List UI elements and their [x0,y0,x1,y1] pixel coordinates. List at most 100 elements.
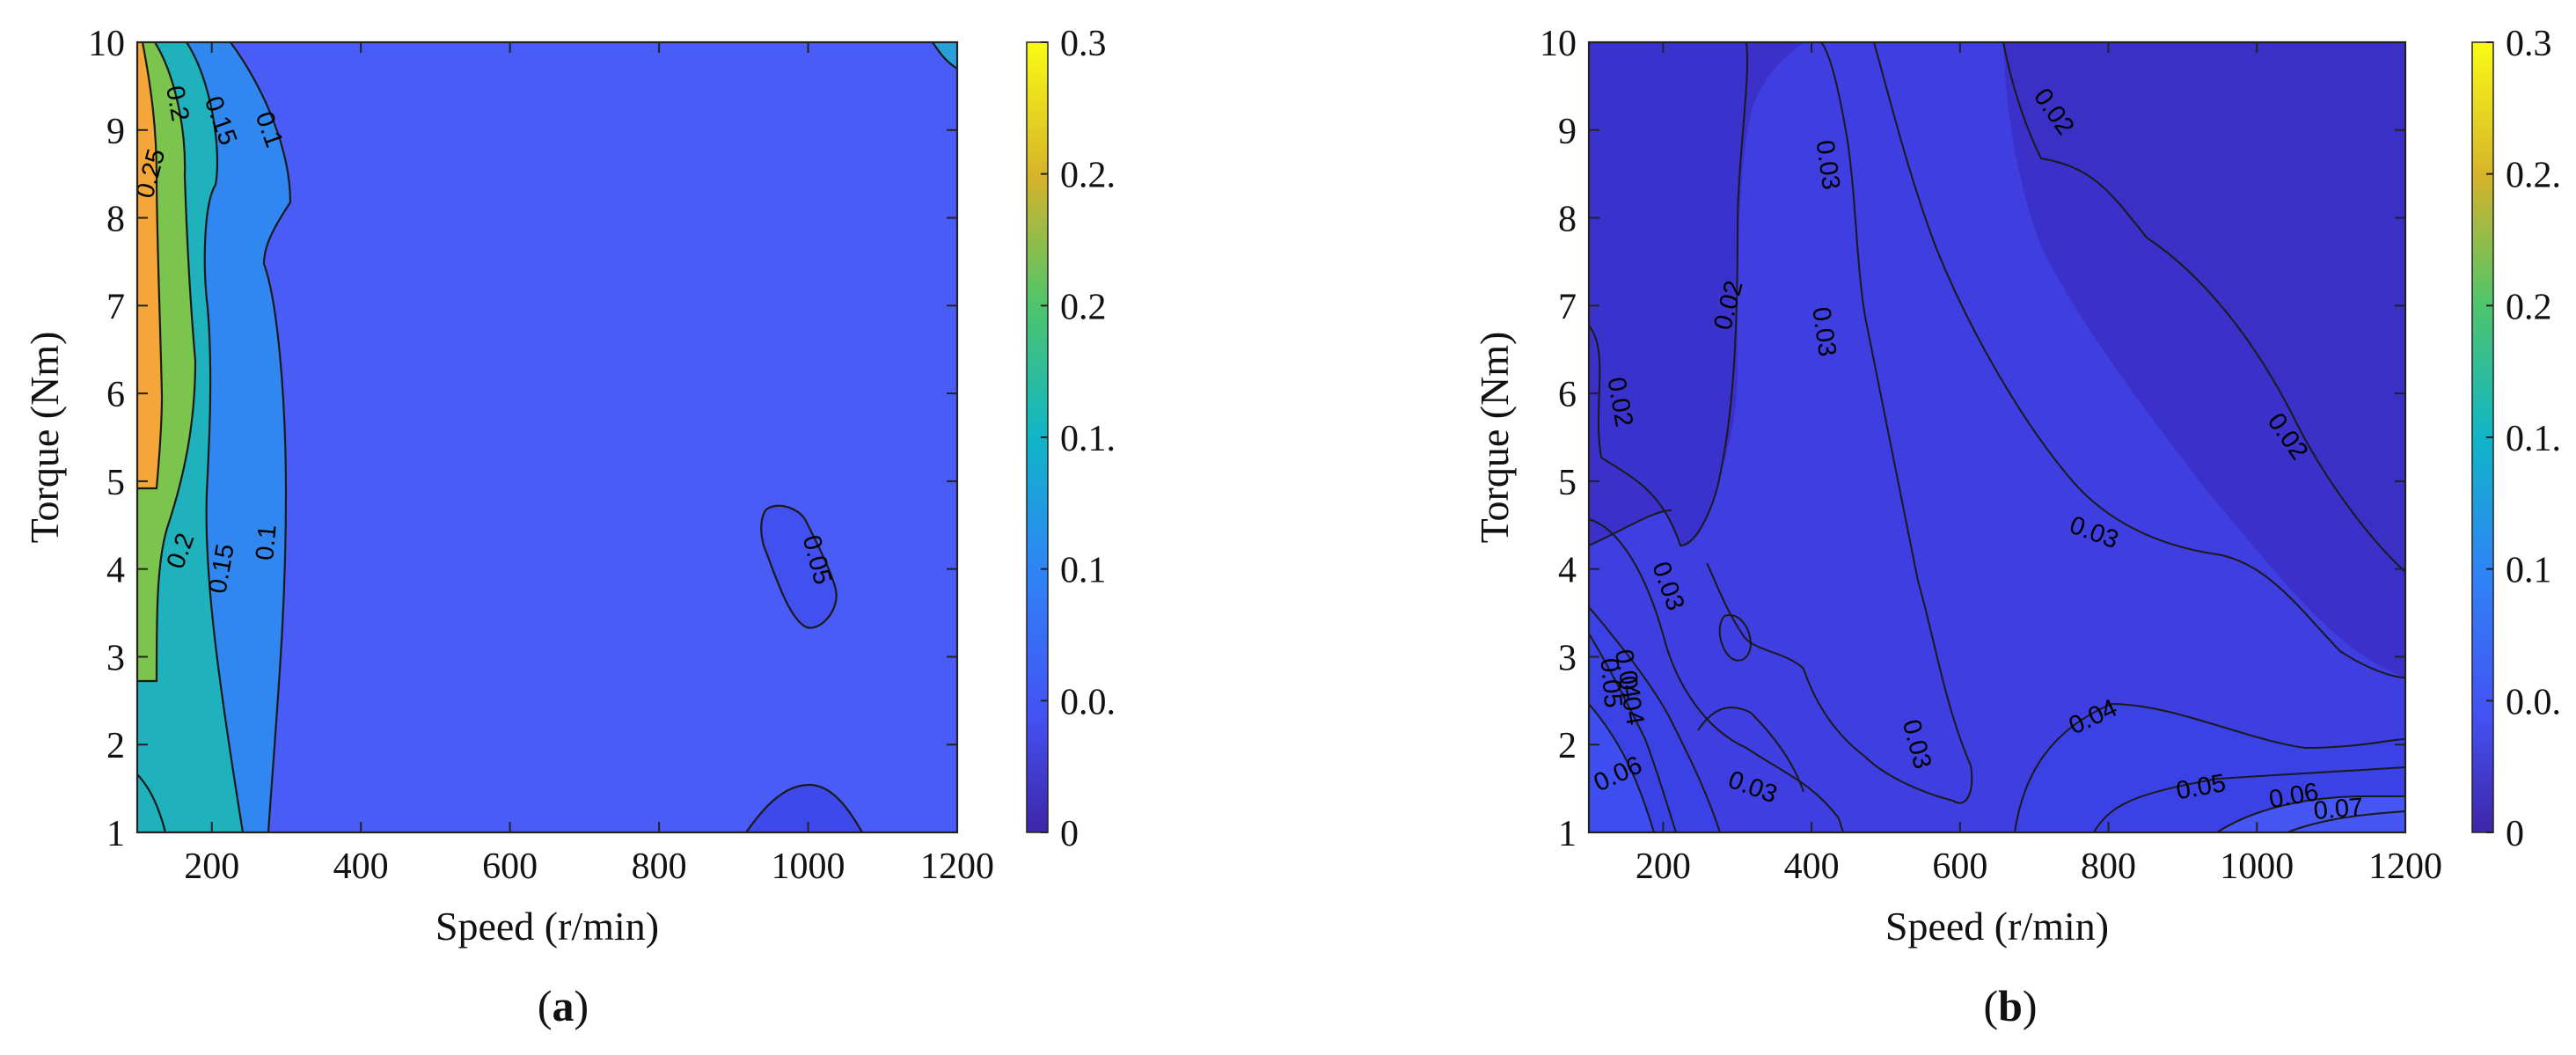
contour-b-0.06-right [2216,795,2405,832]
region-b-0.03-band [1589,42,2405,832]
y-tick-label: 1 [1558,814,1577,854]
panel-b-x-ticks: 200 400 600 800 1000 1200 [1636,42,2442,887]
y-tick-label: 9 [106,112,125,152]
region-b-0.06-right [2217,796,2405,832]
contour-a-0.2-bottom [137,773,167,832]
panel-a-frame [135,40,959,834]
panel-b-colorbar: 0 0.0. 0.1 0.1. 0.2 0.2. 0.3 [2471,24,2561,854]
contour-a-corner [932,42,957,70]
colorbar-tick-label: 0.2. [2506,156,2561,196]
contour-b-0.03-diag [1873,42,2405,678]
panel-a-colorbar-ticks: 0 0.0. 0.1 0.1. 0.2 0.2. 0.3 [1041,24,1116,854]
x-tick-label: 800 [2081,846,2136,887]
y-tick-label: 4 [106,551,125,591]
contour-a-0.2 [137,42,197,683]
colorbar-tick-label: 0.1. [2506,419,2561,459]
colorbar-tick-label: 0.1 [1060,551,1107,591]
colorbar-tick-label: 0.1 [2506,551,2552,591]
panel-a-fill [137,42,957,832]
panel-b-caption: (b) [1983,981,2037,1030]
x-tick-label: 600 [482,846,538,887]
y-tick-label: 3 [1558,638,1577,678]
y-tick-label: 5 [106,463,125,503]
panel-b: 0.020.030.02 0.030.020.020.030.030.040.05… [1472,24,2561,1030]
y-tick-label: 10 [88,24,125,64]
x-tick-label: 1000 [772,846,845,887]
colorbar-tick-label: 0 [1060,814,1079,854]
contour-b-0.05-right [2093,766,2405,832]
colorbar-tick-label: 0.3 [2506,24,2552,64]
contour-b-0.02-left [1589,42,1749,547]
contour-b-0.03-bottom [1697,707,1804,793]
contour-b-0.04-right [2014,702,2405,832]
y-tick-label: 1 [106,814,125,854]
contour-b-0.02-right [2002,42,2405,573]
contour-label: 0.05 [1595,657,1628,709]
panel-b-colorbar-ticks: 0 0.0. 0.1 0.1. 0.2 0.2. 0.3 [2486,24,2561,854]
x-tick-label: 800 [632,846,687,887]
panel-b-y-axis-label: Torque (Nm) [1472,332,1517,544]
panel-b-y-ticks: 1 2 3 4 5 6 7 8 9 10 [1540,24,2405,854]
contour-b-0.06-left [1589,703,1655,832]
region-b-0.06 [1589,704,1654,832]
panel-a-y-ticks: 1 2 3 4 5 6 7 8 9 10 [88,24,957,854]
colorbar-tick-label: 0.1. [1060,419,1116,459]
x-tick-label: 400 [333,846,389,887]
contour-label: 0.2 [160,84,194,123]
colorbar-tick-label: 0.0. [2506,682,2561,722]
y-tick-label: 4 [1558,551,1577,591]
region-a-corner [933,42,957,69]
colorbar-tick-label: 0 [2506,814,2524,854]
y-tick-label: 3 [106,638,125,678]
region-a-0.05-bottom [746,785,862,832]
y-tick-label: 8 [1558,200,1577,240]
x-tick-label: 400 [1784,846,1840,887]
y-tick-label: 9 [1558,112,1577,152]
panel-a-x-axis-label: Speed (r/min) [435,904,659,949]
colorbar-tick-label: 0.0. [1060,682,1116,722]
contour-label: 0.03 [1806,305,1841,358]
x-tick-label: 1200 [920,846,994,887]
contour-b-0.03-center [1706,42,1973,804]
panel-b-fill [1589,42,2405,832]
contour-b-island [1718,614,1753,662]
x-tick-label: 600 [1932,846,1987,887]
y-tick-label: 10 [1540,24,1577,64]
contour-b-0.07-right [2287,810,2405,832]
x-tick-label: 200 [184,846,239,887]
y-tick-label: 6 [106,375,125,415]
panel-b-x-axis-label: Speed (r/min) [1885,904,2109,949]
region-b-0.02-right [2003,42,2405,572]
region-b-0.02-left [1589,42,1748,546]
contour-a-0.05-bottom [745,783,863,832]
y-tick-label: 2 [1558,726,1577,766]
colorbar-tick-label: 0.2 [1060,287,1107,327]
y-tick-label: 7 [1558,287,1577,327]
y-tick-label: 6 [1558,375,1577,415]
contour-a-0.05-island [760,504,838,629]
panel-a-colorbar: 0 0.0. 0.1 0.1. 0.2 0.2. 0.3 [1026,24,1116,854]
contour-label: 0.07 [2312,793,2364,825]
panel-b-contour-lines [1589,42,2405,832]
panel-a-contour-lines [137,42,957,832]
contour-b-0.05-left [1589,633,1677,832]
panel-a-y-axis-label: Torque (Nm) [22,332,67,544]
contour-a-0.15 [186,42,245,832]
contour-a-0.25 [137,42,164,490]
x-tick-label: 200 [1636,846,1691,887]
y-tick-label: 2 [106,726,125,766]
panel-a: 0.250.2 0.15 0.10.2 0.15 0.1 0.05 200 400 600 80… [22,24,1116,1030]
contour-label: 0.1 [251,524,282,561]
region-a-0.05-island [761,505,837,628]
panel-a-x-ticks: 200 400 600 800 1000 1200 [184,42,994,887]
contour-b-0.04-left [1589,606,1721,832]
colorbar-tick-label: 0.2. [1060,156,1116,196]
y-tick-label: 8 [106,200,125,240]
x-tick-label: 1200 [2368,846,2442,887]
panel-b-caption-letter: b [1998,981,2023,1030]
x-tick-label: 1000 [2220,846,2294,887]
y-tick-label: 7 [106,287,125,327]
contour-a-0.1 [230,42,292,832]
